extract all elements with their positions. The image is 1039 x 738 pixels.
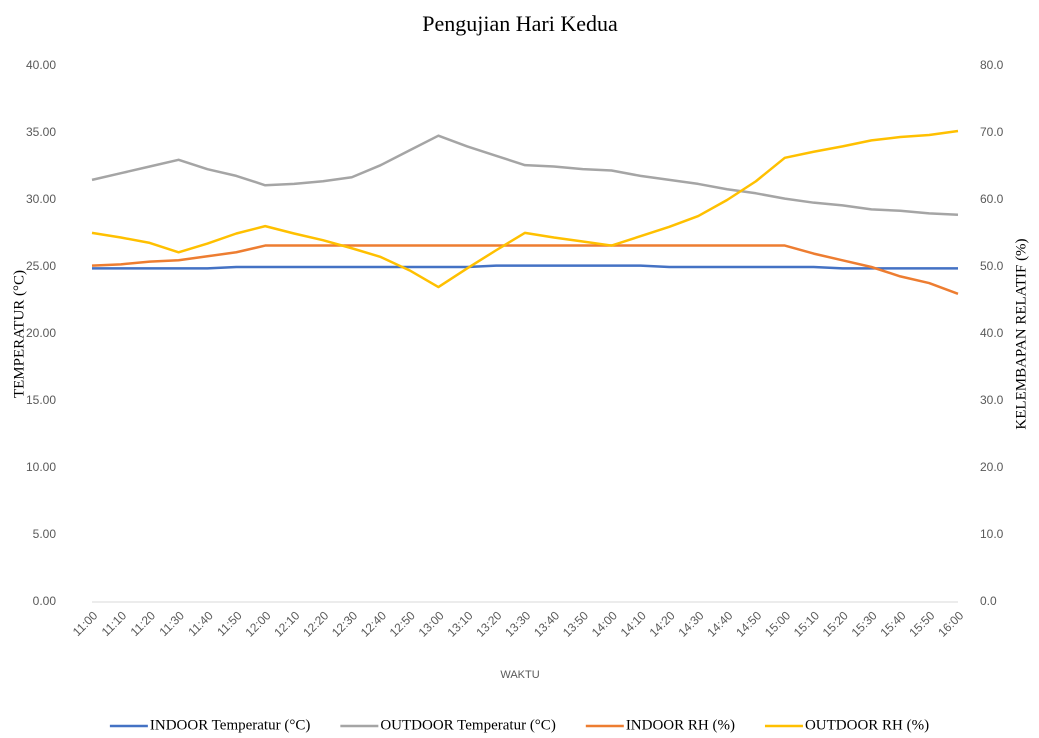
x-tick-label: 12:10 xyxy=(271,608,302,639)
x-tick-label: 14:20 xyxy=(647,608,678,639)
x-tick-label: 13:40 xyxy=(531,608,562,639)
x-tick-label: 14:00 xyxy=(589,608,620,639)
legend: INDOOR Temperatur (°C) OUTDOOR Temperatur… xyxy=(109,717,929,733)
x-axis-title: WAKTU xyxy=(500,669,539,681)
y2-tick-label: 0.0 xyxy=(980,594,997,608)
y-tick-label: 10.00 xyxy=(26,460,56,474)
y2-tick-label: 40.0 xyxy=(980,326,1004,340)
x-tick-label: 13:20 xyxy=(473,608,504,639)
legend-label: INDOOR RH (%) xyxy=(626,717,735,733)
series-line xyxy=(91,244,959,295)
x-tick-label: 12:20 xyxy=(300,608,331,639)
y-tick-label: 5.00 xyxy=(33,527,57,541)
x-tick-label: 15:30 xyxy=(849,608,880,639)
y-tick-label: 30.00 xyxy=(26,192,56,206)
x-tick-label: 14:30 xyxy=(675,608,706,639)
legend-item: OUTDOOR RH (%) xyxy=(764,717,929,733)
y2-tick-label: 70.0 xyxy=(980,125,1004,139)
x-tick-label: 12:00 xyxy=(242,608,273,639)
y-tick-label: 25.00 xyxy=(26,259,56,273)
legend-item: INDOOR RH (%) xyxy=(585,717,735,733)
y-tick-label: 35.00 xyxy=(26,125,56,139)
x-tick-label: 15:00 xyxy=(762,608,793,639)
x-tick-label: 13:10 xyxy=(444,608,475,639)
x-tick-label: 12:40 xyxy=(358,608,389,639)
y2-tick-label: 80.0 xyxy=(980,58,1004,72)
chart-title: Pengujian Hari Kedua xyxy=(422,11,618,36)
x-tick-label: 13:30 xyxy=(502,608,533,639)
legend-item: INDOOR Temperatur (°C) xyxy=(109,717,310,733)
x-tick-label: 15:10 xyxy=(791,608,822,639)
x-tick-label: 11:10 xyxy=(99,608,130,639)
x-tick-label: 11:00 xyxy=(70,608,101,639)
x-tick-label: 14:10 xyxy=(618,608,649,639)
y-axis-title: TEMPERATUR (°C) xyxy=(11,270,27,398)
x-tick-label: 15:20 xyxy=(820,608,851,639)
x-tick-label: 14:40 xyxy=(704,608,735,639)
y2-tick-label: 30.0 xyxy=(980,393,1004,407)
y2-tick-label: 60.0 xyxy=(980,192,1004,206)
x-tick-label: 16:00 xyxy=(935,608,966,639)
x-tick-label: 11:40 xyxy=(185,608,216,639)
x-tick-label: 12:50 xyxy=(387,608,418,639)
series-line xyxy=(92,264,958,270)
x-tick-label: 15:50 xyxy=(906,608,937,639)
x-tick-label: 13:00 xyxy=(416,608,447,639)
legend-label: OUTDOOR Temperatur (°C) xyxy=(380,717,555,733)
series-line xyxy=(91,134,959,216)
x-tick-label: 11:30 xyxy=(156,608,187,639)
legend-label: OUTDOOR RH (%) xyxy=(805,717,929,733)
y-tick-label: 15.00 xyxy=(26,393,56,407)
y-tick-label: 40.00 xyxy=(26,58,56,72)
y2-tick-label: 10.0 xyxy=(980,527,1004,541)
y2-tick-label: 50.0 xyxy=(980,259,1004,273)
legend-label: INDOOR Temperatur (°C) xyxy=(150,717,310,733)
x-tick-label: 12:30 xyxy=(329,608,360,639)
y2-tick-label: 20.0 xyxy=(980,460,1004,474)
x-tick-label: 11:50 xyxy=(214,608,245,639)
x-tick-label: 15:40 xyxy=(877,608,908,639)
y-tick-label: 0.00 xyxy=(33,594,57,608)
y-tick-label: 20.00 xyxy=(26,326,56,340)
y2-axis-title: KELEMBAPAN RELATIF (%) xyxy=(1013,238,1029,429)
x-tick-label: 13:50 xyxy=(560,608,591,639)
x-tick-label: 11:20 xyxy=(128,608,159,639)
x-tick-label: 14:50 xyxy=(733,608,764,639)
series-line xyxy=(91,129,959,289)
legend-item: OUTDOOR Temperatur (°C) xyxy=(340,717,556,733)
